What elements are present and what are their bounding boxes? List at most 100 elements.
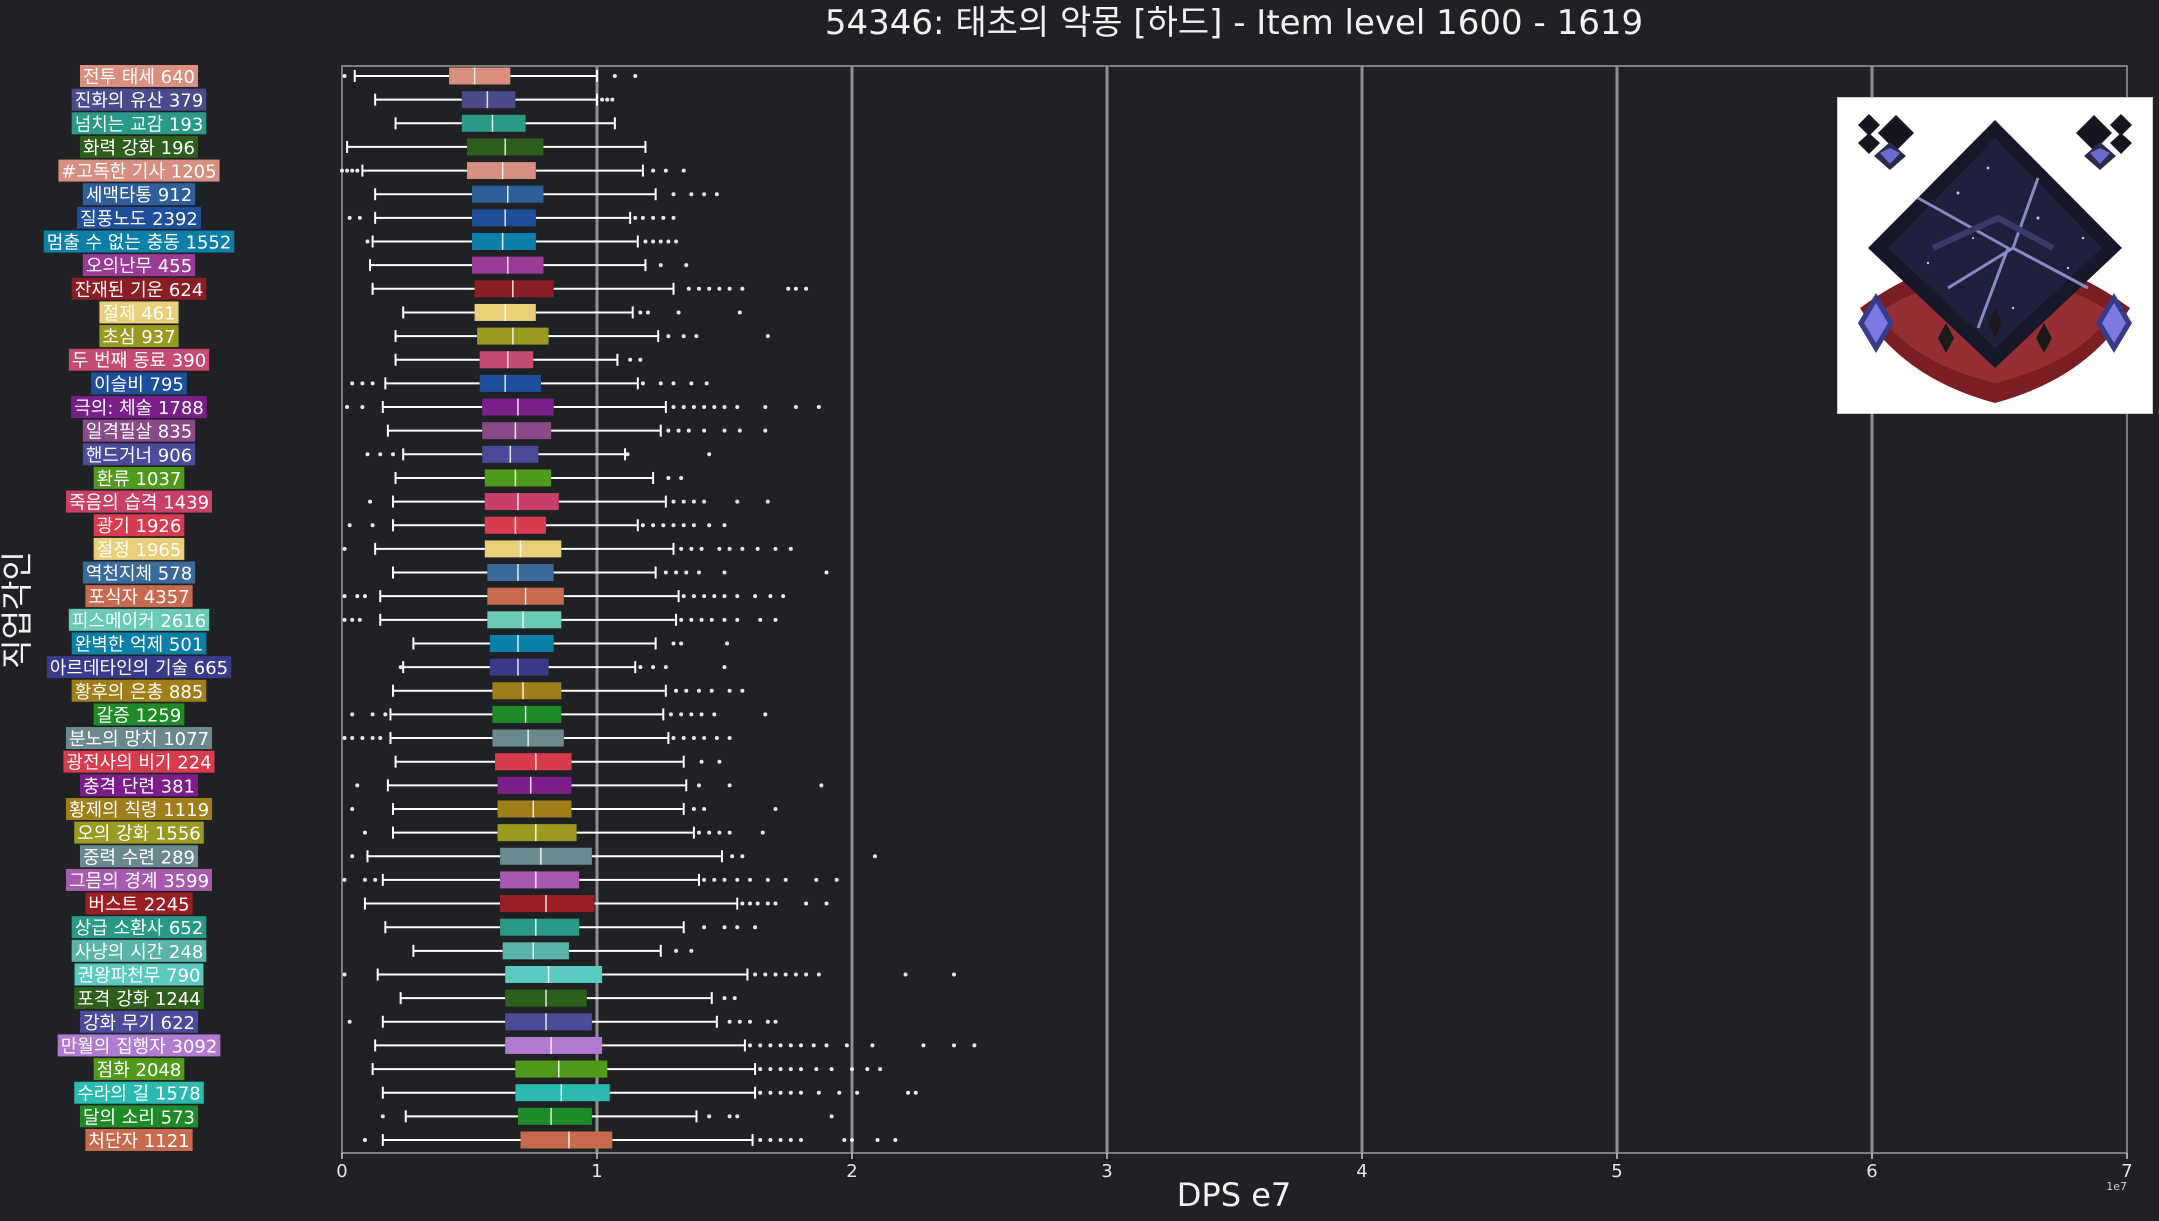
category-label-background [79,135,199,158]
outlier-point [753,972,758,977]
category-label-background [74,1081,204,1104]
outlier-point [679,546,684,551]
outlier-point [709,688,714,693]
outlier-point [699,759,704,764]
outlier-point [816,972,821,977]
y-axis-label: 직업각인 [0,551,36,669]
x-axis-offset-label: 1e7 [2106,1180,2127,1193]
iqr-box [479,374,541,392]
outlier-point [380,1114,385,1119]
outlier-point [350,854,355,859]
iqr-box [489,634,554,652]
category-label: 처단자 1121 [85,1129,193,1152]
outlier-point [676,428,681,433]
outlier-point [799,1067,803,1072]
outlier-point [816,405,821,410]
category-label-background [93,703,185,726]
outlier-point [748,1043,752,1048]
category-label: 두 번째 동료 390 [68,348,210,372]
outlier-point [350,712,355,717]
box-row [374,91,615,109]
outlier-point [722,594,727,599]
outlier-point [691,405,696,410]
outlier-point [671,192,676,197]
outlier-point [773,1019,778,1024]
outlier-point [786,286,791,291]
outlier-point [788,546,793,551]
iqr-box [492,705,562,723]
outlier-point [365,452,370,457]
outlier-point [760,830,765,835]
boss-raid-emblem-icon [1838,98,2152,413]
iqr-box [461,91,516,109]
box-row [394,753,722,771]
category-label: 버스트 2245 [85,892,193,916]
iqr-box [505,1036,603,1054]
outlier-point [342,736,347,741]
outlier-point [850,1138,854,1142]
outlier-point [681,736,686,741]
category-label-background [68,348,210,371]
box-row [368,493,770,511]
outlier-point [727,830,732,835]
outlier-point [765,1019,770,1024]
category-label: 역천지체 578 [82,561,196,585]
category-label-background [71,939,207,962]
box-row [342,67,638,85]
category-label-background [82,419,196,442]
outlier-point [799,1090,803,1095]
outlier-point [865,1067,870,1072]
outlier-point [740,901,745,906]
box-row [362,824,765,842]
box-row [374,185,719,203]
category-label-text: 멈출 수 없는 충동 1552 [47,233,232,254]
iqr-box [500,895,595,913]
iqr-box [515,1060,608,1078]
outlier-point [350,381,355,386]
outlier-point [735,1114,740,1119]
outlier-point [735,925,740,930]
outlier-point [362,1138,367,1142]
x-tick-label: 7 [2121,1161,2132,1182]
outlier-point [697,783,701,788]
outlier-point [712,877,717,882]
outlier-point [370,736,375,741]
outlier-point [681,405,686,410]
outlier-point [748,877,752,882]
outlier-point [768,1090,773,1095]
outlier-point [725,641,730,646]
x-tick-label: 0 [336,1161,347,1182]
category-label-text: 일격필살 835 [86,422,192,443]
category-label: 충격 단련 381 [79,774,199,797]
category-label: 강화 무기 622 [79,1010,199,1034]
outlier-point [671,381,676,386]
outlier-point [646,310,650,315]
outlier-point [671,405,676,410]
outlier-point [906,1090,911,1095]
outlier-point [778,1067,783,1072]
outlier-point [811,1043,816,1048]
category-label: 점화 2048 [93,1058,185,1081]
outlier-point [727,546,732,551]
outlier-point [799,1043,803,1048]
x-tick-label: 6 [1866,1161,1877,1182]
outlier-point [702,192,707,197]
outlier-point [727,736,732,741]
outlier-point [610,97,615,102]
box-row [345,398,821,416]
category-label-background [68,608,210,631]
category-label: 포격 강화 1244 [74,987,204,1010]
outlier-point [783,972,788,977]
category-label: 중력 수련 289 [79,845,199,868]
outlier-point [658,381,663,386]
outlier-point [763,712,768,717]
outlier-point [686,286,691,291]
outlier-point [691,736,696,741]
iqr-box [517,1107,592,1125]
outlier-point [893,1138,898,1142]
outlier-point [722,996,727,1001]
category-label-text: 진화의 유산 379 [75,91,204,112]
category-label-background [71,396,207,419]
outlier-point [689,948,694,953]
